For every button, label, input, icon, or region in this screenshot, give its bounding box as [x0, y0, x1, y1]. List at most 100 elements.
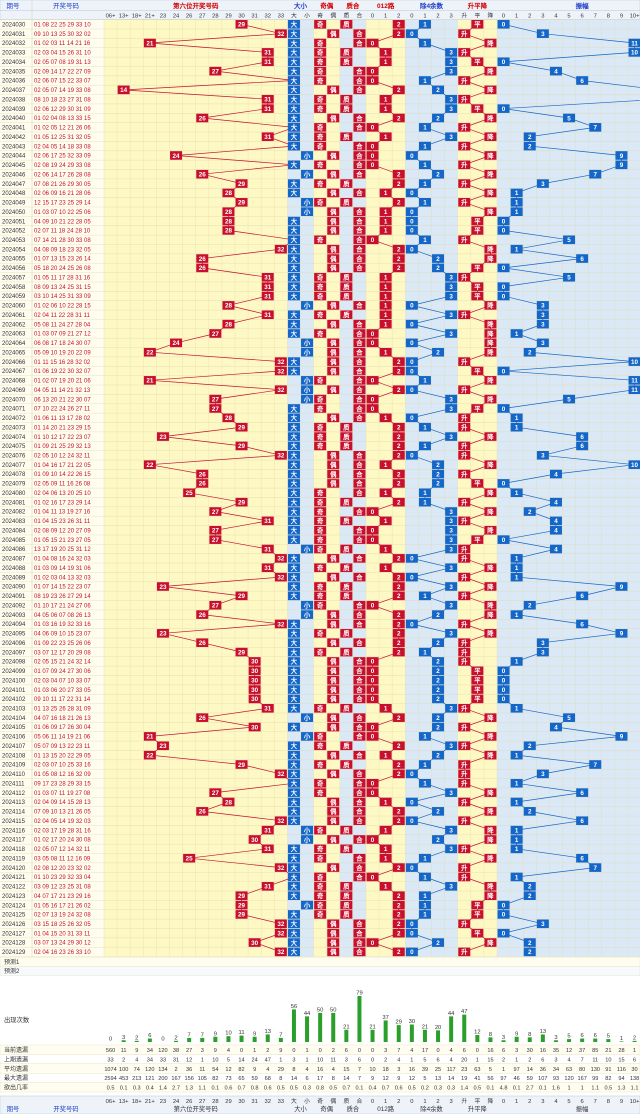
prime-mark-box	[353, 338, 366, 348]
sixth-position-mark-box	[143, 38, 156, 48]
prime-mark-label: 合	[355, 85, 363, 94]
amplitude-mark-box	[523, 807, 536, 816]
amplitude-mark-label: 1	[515, 209, 519, 216]
rise-fall-mark-label: 降	[487, 113, 494, 122]
period-cell: 2024103	[2, 706, 26, 712]
parity-mark-label: 偶	[330, 366, 337, 375]
sixth-position-mark-box	[235, 900, 248, 910]
rise-fall-mark-box	[484, 376, 497, 385]
size-mark-label: 小	[303, 301, 311, 310]
rise-fall-mark-box	[484, 563, 497, 573]
footer-column-header: 3	[541, 1099, 544, 1105]
header-group-3: 质合	[346, 1, 360, 10]
rise-fall-mark-label: 降	[487, 132, 494, 141]
sixth-position-mark-label: 26	[199, 471, 207, 478]
sixth-position-mark-label: 32	[277, 621, 285, 628]
prime-mark-box	[353, 872, 366, 882]
mod3-mark-box	[392, 366, 405, 376]
parity-mark-box	[327, 113, 340, 123]
period-cell: 2024054	[2, 247, 26, 253]
stat-cell: 130	[591, 1067, 600, 1073]
parity-mark-label: 偶	[330, 357, 337, 366]
prime-mark-box	[353, 722, 366, 732]
amplitude-mark-label: 2	[528, 350, 532, 357]
stat-cell: 25	[435, 1067, 441, 1073]
prime-mark-box	[340, 741, 353, 751]
mod3-mark-box	[392, 85, 405, 95]
draw-numbers-cell: 01 05 08 12 16 32 09	[34, 772, 91, 778]
footer-column-header: 29	[225, 1099, 231, 1105]
draw-numbers-cell: 01 04 16 17 21 22 05	[34, 463, 91, 469]
rise-fall-mark-box	[471, 57, 484, 67]
occurrence-count: 50	[330, 1007, 336, 1013]
size-mark-label: 大	[291, 779, 298, 788]
mod3-mark-box	[392, 863, 405, 872]
prime-mark-label: 合	[355, 113, 363, 122]
mod4-mark-box	[405, 928, 418, 938]
draw-numbers-cell: 02 05 10 12 24 32 11	[34, 454, 91, 460]
draw-numbers-cell: 08 19 23 26 27 29 14	[34, 594, 91, 600]
draw-numbers-cell: 07 08 21 26 29 30 05	[34, 182, 91, 188]
rise-fall-mark-box	[484, 169, 497, 179]
draw-numbers-cell: 02 03 04 07 10 33 07	[34, 678, 91, 684]
rise-fall-mark-box	[471, 479, 484, 488]
header-group-1: 大小	[294, 1, 308, 10]
mod4-mark-box	[418, 497, 431, 507]
mod4-mark-box	[445, 394, 458, 404]
prime-mark-label: 质	[343, 563, 350, 572]
mod4-mark-label: 0	[410, 153, 414, 160]
occurrence-count: 29	[396, 1020, 402, 1026]
column-header-1: 13+	[119, 13, 129, 19]
sixth-position-mark-box	[143, 460, 156, 469]
amplitude-mark-label: 9	[620, 631, 624, 638]
parity-mark-label: 奇	[317, 582, 324, 591]
stat-cell: 2	[174, 1067, 177, 1073]
stat-cell: 116	[617, 1067, 626, 1073]
size-mark-label: 大	[291, 704, 298, 713]
mod4-mark-label: 1	[423, 125, 427, 132]
occurrence-bar	[632, 1040, 637, 1042]
sixth-position-mark-box	[235, 910, 248, 919]
amplitude-mark-box	[563, 713, 576, 722]
mod4-mark-box	[405, 919, 418, 929]
mod4-mark-box	[418, 647, 431, 657]
rise-fall-mark-box	[458, 469, 471, 479]
draw-numbers-cell: 03 05 08 11 12 16 09	[34, 856, 91, 862]
sixth-position-mark-label: 25	[186, 490, 194, 497]
amplitude-mark-box	[628, 48, 640, 57]
mod3-mark-label: 2	[397, 621, 401, 628]
sixth-position-mark-box	[209, 404, 222, 413]
sixth-position-mark-box	[222, 226, 235, 235]
mod4-mark-label: 2	[436, 668, 440, 675]
prime-mark-box	[340, 497, 353, 507]
prime-mark-label: 质	[343, 179, 350, 188]
stat-cell: 30	[631, 1067, 637, 1073]
parity-mark-box	[327, 301, 340, 310]
footer-column-header: 28	[212, 1099, 218, 1105]
rise-fall-mark-box	[458, 657, 471, 666]
rise-fall-mark-label: 降	[487, 432, 494, 441]
prime-mark-label: 质	[343, 900, 350, 909]
sixth-position-mark-box	[209, 66, 222, 76]
prime-mark-box	[340, 48, 353, 57]
amplitude-mark-box	[536, 338, 549, 348]
draw-numbers-cell: 02 04 09 14 15 28 13	[34, 800, 91, 806]
amplitude-mark-box	[510, 844, 523, 854]
occurrence-bar	[265, 1034, 270, 1042]
sixth-position-mark-box	[261, 104, 274, 113]
size-mark-label: 大	[291, 20, 298, 29]
mod3-mark-label: 1	[384, 321, 388, 328]
mod3-mark-box	[366, 235, 379, 245]
period-cell: 2024124	[2, 903, 26, 909]
rise-fall-mark-label: 降	[487, 713, 494, 722]
size-mark-label: 大	[291, 404, 298, 413]
column-header-3: 21+	[145, 13, 155, 19]
rise-fall-mark-label: 降	[487, 788, 494, 797]
mod4-mark-label: 3	[449, 68, 453, 75]
rise-fall-mark-box	[484, 891, 497, 900]
stat-cell: 0	[371, 1048, 374, 1054]
amplitude-mark-box	[510, 329, 523, 338]
prime-mark-box	[353, 301, 366, 310]
stat-cell: 8	[332, 1076, 335, 1082]
rise-fall-mark-label: 升	[461, 591, 468, 600]
